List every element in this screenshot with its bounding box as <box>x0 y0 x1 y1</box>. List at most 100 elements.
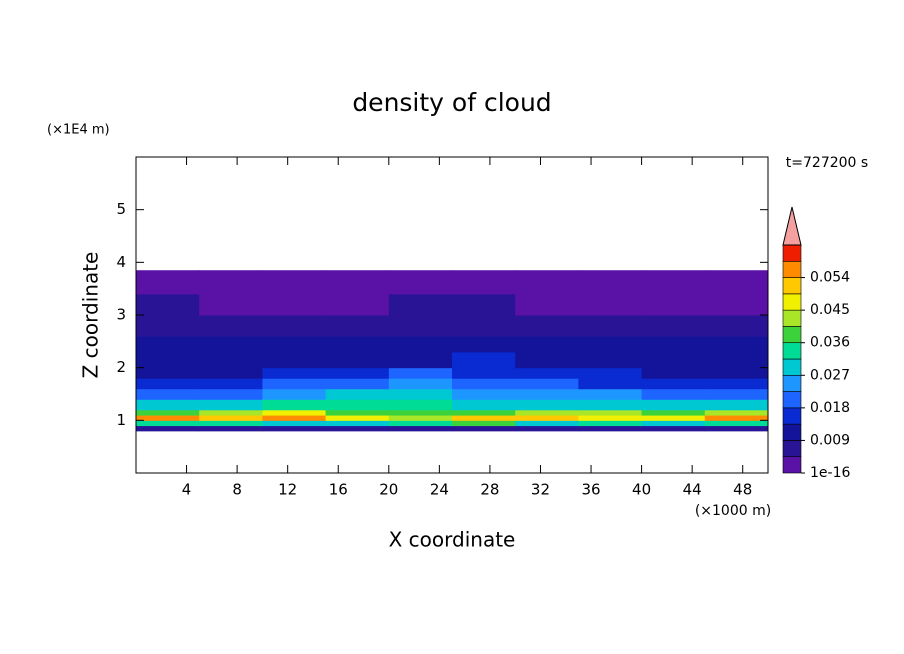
contour-cell <box>641 367 706 379</box>
contour-cell <box>704 367 769 379</box>
x-tick-label: 20 <box>379 481 398 499</box>
contour-cell <box>136 270 200 295</box>
contour-cell <box>515 420 579 427</box>
contour-cell <box>388 367 453 379</box>
contour-cell <box>325 420 390 427</box>
colorbar-band <box>782 358 802 376</box>
contour-cell <box>704 378 769 390</box>
contour-cell <box>199 388 263 400</box>
contour-cell <box>136 409 200 416</box>
contour-cell <box>515 409 579 416</box>
x-axis-label: X coordinate <box>389 528 516 552</box>
contour-cell <box>325 351 390 369</box>
contour-cell <box>452 367 516 379</box>
y-tick-label: 4 <box>116 253 126 271</box>
contour-cell <box>388 409 453 416</box>
contour-cell <box>641 293 706 316</box>
contour-cell <box>452 270 516 295</box>
contour-cell <box>452 293 516 316</box>
contour-cell <box>452 415 516 421</box>
contour-cell <box>452 399 516 411</box>
colorbar-band <box>782 342 802 360</box>
contour-cell <box>452 409 516 416</box>
contour-cell <box>136 351 200 369</box>
contour-cell <box>262 425 327 432</box>
colorbar-tick-label: 0.027 <box>810 367 850 383</box>
contour-cell <box>325 425 390 432</box>
contour-cell <box>262 270 327 295</box>
colorbar-band <box>782 326 802 344</box>
contour-cell <box>578 415 643 421</box>
contour-cell <box>199 367 263 379</box>
contour-cell <box>262 399 327 411</box>
contour-cell <box>515 378 579 390</box>
chart-title: density of cloud <box>352 88 551 117</box>
colorbar-band <box>782 260 802 278</box>
contour-cell <box>515 293 579 316</box>
contour-cell <box>325 293 390 316</box>
colorbar-band <box>782 293 802 311</box>
contour-cell <box>515 415 579 421</box>
contour-cell <box>325 367 390 379</box>
contour-cell <box>515 425 579 432</box>
contour-cell <box>262 420 327 427</box>
colorbar-band <box>782 244 802 262</box>
colorbar-band <box>782 407 802 425</box>
colorbar-band <box>782 374 802 392</box>
contour-cell <box>199 415 263 421</box>
contour-cell <box>452 388 516 400</box>
x-unit: (×1000 m) <box>695 503 771 519</box>
contour-cell <box>704 425 769 432</box>
contour-cell <box>199 351 263 369</box>
contour-cell <box>262 315 327 337</box>
contour-cell <box>452 378 516 390</box>
contour-cell <box>578 270 643 295</box>
contour-cell <box>704 399 769 411</box>
colorbar-extend <box>782 206 802 246</box>
contour-cell <box>136 415 200 421</box>
contour-cell <box>578 336 643 353</box>
contour-cell <box>641 420 706 427</box>
contour-cell <box>199 399 263 411</box>
colorbar-band <box>782 423 802 441</box>
contour-cell <box>199 378 263 390</box>
contour-cell <box>262 293 327 316</box>
contour-cell <box>578 351 643 369</box>
x-tick-label: 16 <box>329 481 348 499</box>
contour-cell <box>325 415 390 421</box>
contour-cell <box>136 367 200 379</box>
contour-cell <box>199 425 263 432</box>
colorbar-band <box>782 277 802 295</box>
time-label: t=727200 s <box>786 155 868 171</box>
colorbar-tick-label: 0.045 <box>810 302 850 318</box>
contour-cell <box>641 315 706 337</box>
x-tick-label: 24 <box>430 481 449 499</box>
contour-cell <box>262 367 327 379</box>
x-tick-label: 28 <box>480 481 499 499</box>
contour-cell <box>578 409 643 416</box>
contour-cell <box>515 388 579 400</box>
contour-cell <box>325 409 390 416</box>
contour-cell <box>704 270 769 295</box>
colorbar-tick-label: 0.018 <box>810 400 850 416</box>
x-tick-label: 8 <box>232 481 242 499</box>
contour-cell <box>199 409 263 416</box>
contour-cell <box>578 399 643 411</box>
contour-cell <box>388 388 453 400</box>
contour-cell <box>136 336 200 353</box>
contour-cell <box>578 425 643 432</box>
contour-cell <box>641 409 706 416</box>
contour-cell <box>199 293 263 316</box>
contour-cell <box>136 388 200 400</box>
contour-cell <box>704 420 769 427</box>
y-axis-label: Z coordinate <box>79 252 103 379</box>
contour-cell <box>704 388 769 400</box>
contour-cell <box>388 351 453 369</box>
colorbar-band <box>782 309 802 327</box>
contour-cell <box>388 270 453 295</box>
contour-cell <box>641 270 706 295</box>
x-tick-label: 12 <box>278 481 297 499</box>
y-unit: (×1E4 m) <box>47 123 110 138</box>
contour-cell <box>641 388 706 400</box>
